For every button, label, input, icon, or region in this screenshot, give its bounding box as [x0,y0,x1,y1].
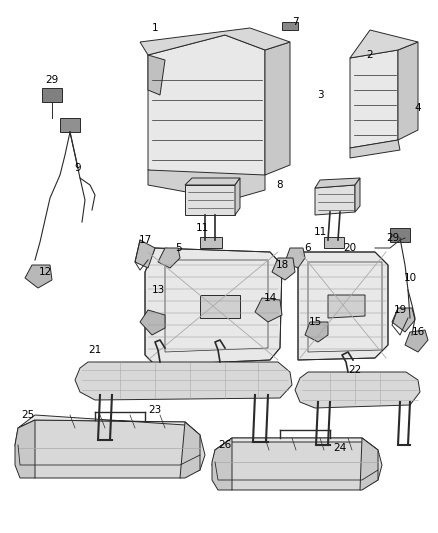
Text: 15: 15 [308,317,321,327]
Polygon shape [135,240,155,268]
Text: 23: 23 [148,405,162,415]
Text: 24: 24 [333,443,346,453]
Text: 13: 13 [152,285,165,295]
Text: 2: 2 [367,50,373,60]
Polygon shape [350,50,398,148]
Polygon shape [282,22,298,30]
Polygon shape [15,420,205,478]
Text: 17: 17 [138,235,152,245]
Polygon shape [360,438,378,490]
Polygon shape [60,118,80,132]
Polygon shape [148,170,265,200]
Text: 18: 18 [276,260,289,270]
Polygon shape [298,252,388,360]
Polygon shape [140,28,290,55]
Text: 7: 7 [292,17,298,27]
Polygon shape [295,372,420,408]
Text: 11: 11 [313,227,327,237]
Text: 14: 14 [263,293,277,303]
Polygon shape [285,248,305,268]
Polygon shape [350,140,400,158]
Polygon shape [15,420,35,478]
Polygon shape [315,185,355,215]
Text: 29: 29 [386,233,399,243]
Text: 26: 26 [219,440,232,450]
Text: 9: 9 [75,163,81,173]
Text: 22: 22 [348,365,362,375]
Polygon shape [75,362,292,400]
Polygon shape [324,237,344,248]
Polygon shape [405,330,428,352]
Text: 6: 6 [305,243,311,253]
Polygon shape [200,295,240,318]
Polygon shape [212,438,232,490]
Polygon shape [25,265,52,288]
Polygon shape [305,322,328,342]
Polygon shape [180,422,200,478]
Text: 5: 5 [175,243,181,253]
Polygon shape [185,178,240,185]
Text: 10: 10 [403,273,417,283]
Polygon shape [235,178,240,215]
Text: 4: 4 [415,103,421,113]
Text: 25: 25 [21,410,35,420]
Polygon shape [265,42,290,175]
Polygon shape [18,415,200,435]
Polygon shape [398,42,418,140]
Polygon shape [215,438,378,450]
Polygon shape [255,298,282,322]
Polygon shape [42,88,62,102]
Polygon shape [212,438,382,490]
Text: 16: 16 [411,327,424,337]
Polygon shape [328,295,365,318]
Polygon shape [350,30,418,58]
Polygon shape [272,258,295,280]
Text: 19: 19 [393,305,406,315]
Polygon shape [158,248,180,268]
Text: 8: 8 [277,180,283,190]
Polygon shape [315,178,360,188]
Polygon shape [185,185,235,215]
Text: 20: 20 [343,243,357,253]
Text: 12: 12 [39,267,52,277]
Polygon shape [140,310,165,335]
Polygon shape [392,308,415,332]
Text: 29: 29 [46,75,59,85]
Text: 1: 1 [152,23,158,33]
Polygon shape [390,228,410,242]
Polygon shape [148,35,265,185]
Polygon shape [355,178,360,212]
Polygon shape [200,237,222,248]
Polygon shape [145,248,282,365]
Text: 3: 3 [317,90,323,100]
Text: 21: 21 [88,345,102,355]
Polygon shape [148,55,165,95]
Text: 11: 11 [195,223,208,233]
